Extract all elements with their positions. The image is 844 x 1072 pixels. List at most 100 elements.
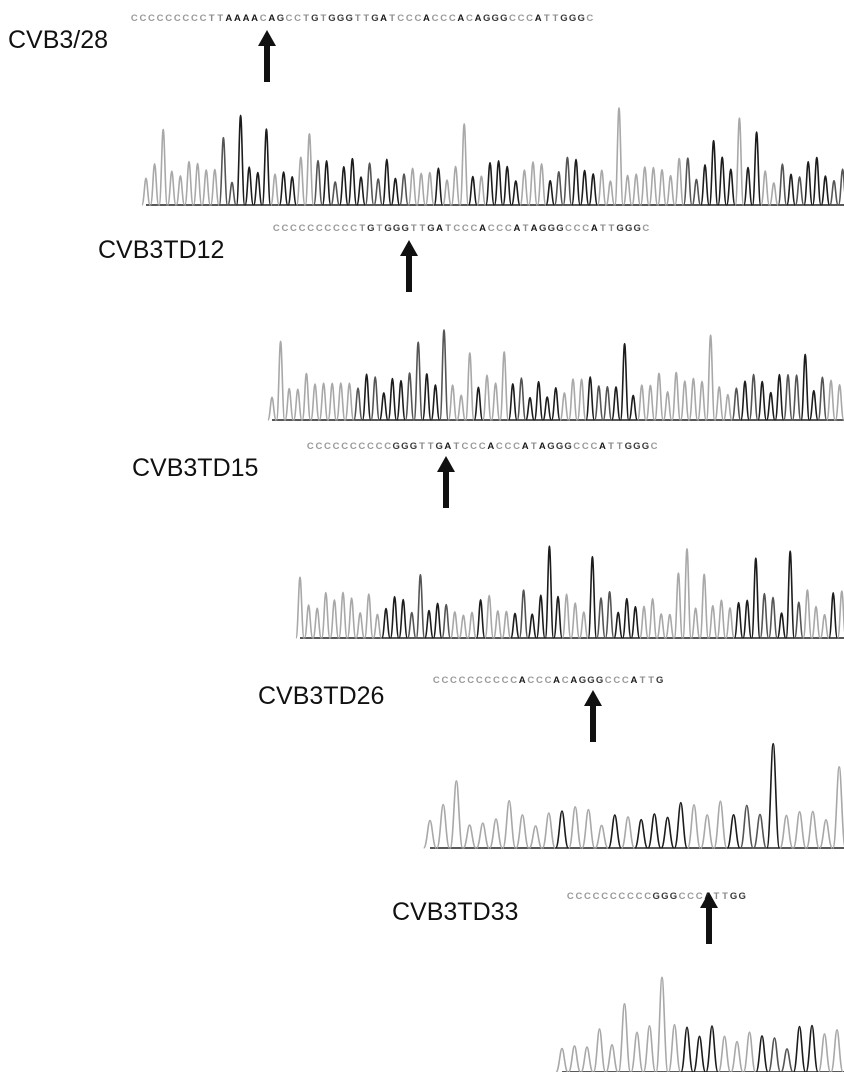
- base-letter: C: [678, 891, 686, 902]
- trace-peak: [705, 334, 716, 421]
- base-letter: T: [543, 13, 550, 24]
- base-letter: G: [384, 223, 392, 234]
- trace-peak: [730, 1040, 744, 1072]
- trace-peak: [475, 599, 486, 639]
- trace-peak: [805, 1024, 819, 1072]
- base-letter: G: [578, 675, 587, 686]
- trace-peak: [634, 818, 649, 849]
- base-letter: C: [475, 675, 483, 686]
- base-letter: C: [566, 891, 574, 902]
- base-letter: A: [423, 13, 430, 24]
- base-letter: T: [608, 441, 614, 452]
- base-letter: T: [208, 13, 215, 24]
- base-letter: C: [448, 13, 456, 24]
- base-letter: G: [336, 13, 345, 24]
- base-letter: C: [306, 441, 314, 452]
- trace-peak: [320, 591, 331, 639]
- trace-peak: [585, 376, 596, 421]
- trace-peak: [630, 1031, 644, 1072]
- trace-peak: [424, 609, 434, 639]
- trace-peak: [284, 387, 295, 421]
- base-letter: T: [359, 223, 366, 234]
- base-letter: A: [538, 441, 546, 452]
- arrow-up-icon: [437, 456, 455, 508]
- base-letter: C: [182, 13, 190, 24]
- base-letter: C: [130, 13, 138, 24]
- sample-label: CVB3TD33: [392, 898, 519, 926]
- base-letter: C: [441, 675, 449, 686]
- trace-peak: [378, 392, 389, 421]
- trace-peak: [768, 182, 779, 206]
- base-letter: C: [535, 675, 543, 686]
- base-sequence: CCCCCCCCCCGGGCCCATTGG: [566, 892, 746, 902]
- trace-peak: [707, 604, 718, 639]
- base-letter: T: [639, 675, 646, 686]
- trace-peak: [482, 374, 492, 421]
- base-letter: G: [547, 223, 555, 234]
- trace-peak: [510, 180, 521, 206]
- trace-peak: [783, 373, 793, 421]
- base-letter: C: [470, 441, 478, 452]
- base-letter: G: [500, 13, 508, 24]
- trace-peak: [682, 547, 692, 639]
- base-letter: G: [633, 223, 641, 234]
- trace-peak: [338, 165, 349, 206]
- trace-peak: [571, 158, 581, 206]
- trace-peak: [655, 976, 669, 1072]
- base-letter: C: [584, 891, 591, 902]
- trace-peak: [467, 175, 478, 206]
- trace-peak: [656, 613, 667, 639]
- trace-peak: [535, 594, 546, 639]
- trace-peak: [680, 1026, 694, 1072]
- trace-peak: [673, 801, 688, 849]
- base-letter: C: [642, 223, 650, 234]
- trace-peak: [533, 380, 544, 421]
- base-letter: A: [513, 223, 521, 234]
- trace-peak: [748, 373, 759, 421]
- trace-peak: [553, 595, 563, 639]
- base-letter: C: [315, 223, 323, 234]
- trace-peak: [794, 176, 805, 206]
- trace-peak: [619, 342, 630, 421]
- trace-peak: [519, 169, 530, 206]
- trace-peak: [515, 814, 530, 849]
- base-letter: C: [601, 891, 609, 902]
- sample-label: CVB3/28: [8, 26, 109, 54]
- trace-peak: [765, 391, 776, 421]
- trace-peak: [493, 159, 504, 206]
- trace-peak: [829, 179, 839, 206]
- trace-peak: [372, 613, 383, 639]
- trace-peak: [544, 545, 555, 639]
- base-letter: A: [570, 675, 578, 686]
- base-letter: A: [457, 13, 465, 24]
- trace-peak: [726, 814, 741, 849]
- base-letter: A: [444, 441, 452, 452]
- trace-peak: [356, 176, 366, 206]
- base-letter: C: [285, 13, 293, 24]
- trace-peak: [421, 373, 432, 421]
- trace-peak: [759, 592, 770, 639]
- trace-peak: [581, 808, 596, 849]
- base-letter: C: [259, 13, 267, 24]
- trace-peak: [594, 824, 609, 849]
- base-letter: T: [722, 891, 728, 902]
- base-letter: T: [530, 441, 537, 452]
- trace-peak: [450, 165, 461, 206]
- base-letter: G: [328, 13, 336, 24]
- trace-peak: [295, 156, 306, 206]
- trace-peak: [768, 596, 778, 639]
- trace-peak: [413, 341, 424, 421]
- trace-peak: [605, 180, 616, 206]
- base-letter: C: [148, 13, 155, 24]
- base-letter: G: [539, 223, 547, 234]
- base-letter: T: [376, 223, 383, 234]
- base-letter: C: [627, 891, 634, 902]
- trace-peak: [708, 139, 719, 206]
- base-sequence: C C C C C C C C C C T G T GGG T T GA T C C C A C C C A T AGGGC C C A T T…: [272, 224, 650, 234]
- trace-peak: [559, 392, 570, 421]
- trace-peak: [353, 387, 363, 421]
- trace-peak: [750, 557, 761, 639]
- trace-peak: [793, 601, 804, 639]
- trace-peak: [399, 173, 409, 206]
- base-letter: C: [575, 891, 583, 902]
